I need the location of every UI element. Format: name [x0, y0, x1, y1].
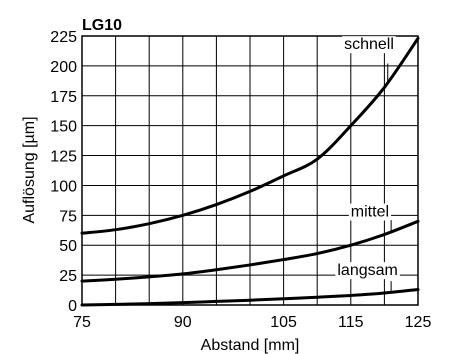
- y-tick-label: 225: [50, 29, 77, 46]
- series-line-mittel: [80, 219, 420, 283]
- series-labels: schnell mittel langsam: [335, 36, 400, 294]
- y-tick-label: 75: [59, 208, 77, 225]
- series-label-bg: [342, 36, 396, 54]
- plot-frame: [81, 35, 419, 306]
- x-tick-label: 75: [73, 314, 91, 331]
- series-label-mittel: mittel: [351, 204, 389, 221]
- x-tick-label: 90: [174, 314, 192, 331]
- y-tick-label: 25: [59, 268, 77, 285]
- tick-labels: 0 25 50 75 100 125 150 175 200 225 75 90 105 115 125: [50, 29, 431, 331]
- y-tick-label: 50: [59, 238, 77, 255]
- y-tick-label: 150: [50, 119, 77, 136]
- series-label-schnell: schnell: [344, 36, 394, 53]
- chart-title: LG10: [82, 17, 122, 34]
- axes: [81, 35, 419, 306]
- series-label-langsam: langsam: [337, 262, 397, 279]
- series-line-langsam: [80, 287, 420, 307]
- series-label-bg: [335, 262, 400, 280]
- series-lines: [80, 36, 420, 307]
- y-axis-label: Auflösung [µm]: [21, 116, 38, 223]
- y-tick-label: 175: [50, 89, 77, 106]
- y-tick-label: 200: [50, 59, 77, 76]
- y-tick-label: 0: [68, 298, 77, 315]
- y-tick-label: 125: [50, 149, 77, 166]
- series-label-bg: [348, 203, 392, 221]
- y-tick-label: 100: [50, 178, 77, 195]
- x-tick-label: 105: [270, 314, 297, 331]
- x-tick-label: 125: [405, 314, 432, 331]
- x-tick-label: 115: [338, 314, 364, 331]
- x-axis-label: Abstand [mm]: [201, 337, 300, 354]
- series-line-schnell: [80, 36, 420, 235]
